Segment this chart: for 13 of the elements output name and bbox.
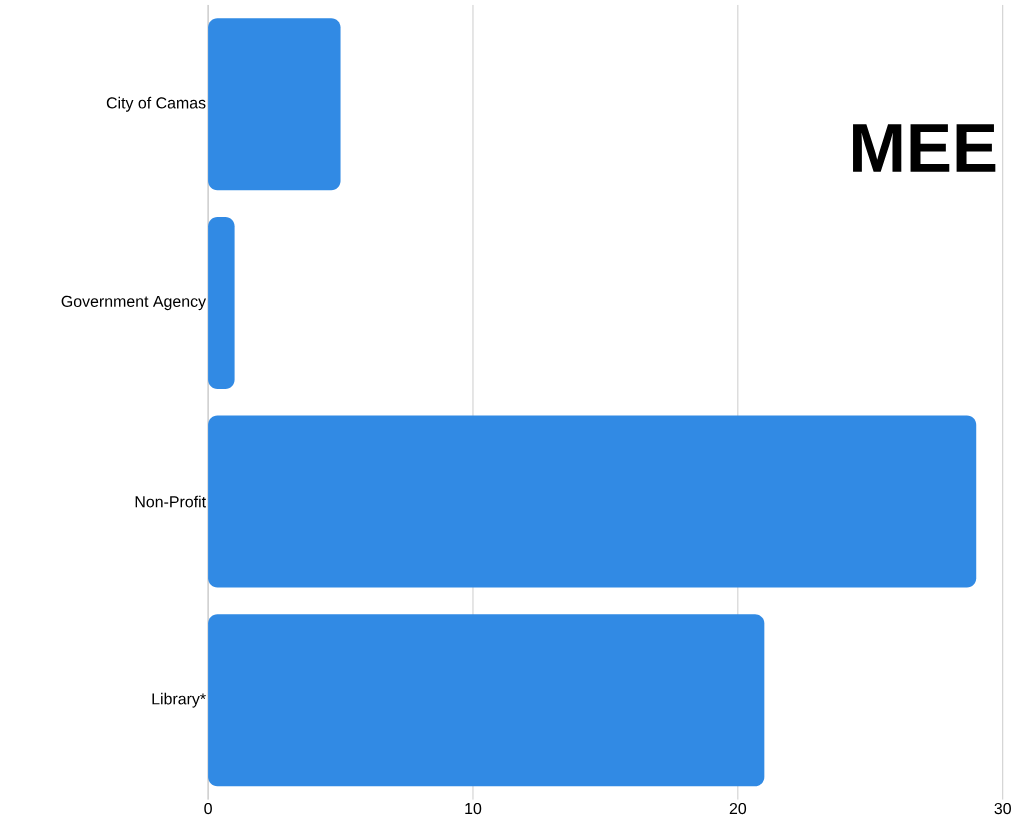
bar xyxy=(208,614,765,787)
bar xyxy=(208,415,977,588)
annotation: MEE xyxy=(853,124,996,172)
bar xyxy=(208,216,235,389)
y-tick-label: Government Agency xyxy=(61,295,207,310)
x-tick-label: 30 xyxy=(994,802,1011,814)
y-tick-label: City of Camas xyxy=(106,96,206,112)
x-tick-label: 10 xyxy=(465,802,482,814)
bar xyxy=(208,18,341,191)
x-tick-label: 0 xyxy=(204,802,212,814)
y-tick-label: Non-Profit xyxy=(135,495,206,508)
y-tick-label: Library* xyxy=(152,692,206,708)
x-tick-label: 20 xyxy=(729,802,747,814)
